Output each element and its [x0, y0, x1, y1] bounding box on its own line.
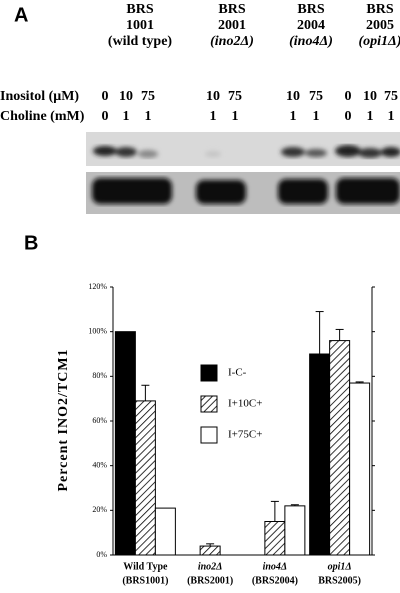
- x-tick-label: (BRS2004): [252, 575, 298, 586]
- blot: [86, 132, 400, 214]
- legend-label: I+10C+: [228, 398, 262, 410]
- lane-label: 10: [363, 89, 377, 104]
- strain-label: 2005: [366, 18, 394, 33]
- strain-label: (ino2Δ): [210, 34, 254, 49]
- strain-label: 1001: [126, 18, 154, 33]
- panel-label: B: [24, 232, 38, 254]
- lane-label: 1: [290, 109, 297, 124]
- lane-label: 1: [313, 109, 320, 124]
- lane-label: 75: [384, 89, 398, 104]
- lane-label: 75: [309, 89, 323, 104]
- legend-label: I-C-: [228, 367, 247, 379]
- x-tick-label: opi1Δ: [328, 561, 352, 572]
- legend-swatch: [200, 426, 218, 444]
- strain-label: (wild type): [108, 34, 173, 49]
- lane-label: 0: [102, 89, 109, 104]
- y-tick-label: 40%: [92, 460, 107, 469]
- bar: [349, 382, 371, 556]
- bar: [134, 400, 156, 556]
- strain-label: BRS: [366, 2, 393, 17]
- panel-label: A: [14, 4, 28, 26]
- x-tick-label: BRS2005): [318, 575, 361, 586]
- lane-label: 10: [286, 89, 300, 104]
- y-tick-label: 80%: [92, 371, 107, 380]
- lane-label: 0: [345, 109, 352, 124]
- y-axis-label: Percent INO2/TCM1: [56, 348, 71, 491]
- strain-label: BRS: [126, 2, 153, 17]
- legend-swatch: [200, 364, 218, 382]
- strain-label: BRS: [218, 2, 245, 17]
- lane-label: 1: [210, 109, 217, 124]
- bar: [309, 353, 331, 556]
- strain-label: (ino4Δ): [289, 34, 333, 49]
- y-tick-label: 120%: [88, 282, 107, 291]
- lane-label: 1: [145, 109, 152, 124]
- y-tick-label: 20%: [92, 505, 107, 514]
- x-tick-label: ino2Δ: [198, 561, 223, 572]
- y-tick-label: 60%: [92, 416, 107, 425]
- bar: [154, 507, 176, 556]
- legend-label: I+75C+: [228, 429, 262, 441]
- strain-label: 2004: [297, 18, 325, 33]
- strain-label: (opi1Δ): [359, 34, 400, 49]
- strain-label: BRS: [297, 2, 324, 17]
- legend-swatch: [200, 395, 218, 413]
- x-tick-label: ino4Δ: [263, 561, 288, 572]
- row-label: Choline (mM): [0, 109, 85, 124]
- lane-label: 1: [367, 109, 374, 124]
- lane-label: 10: [119, 89, 133, 104]
- lane-label: 0: [345, 89, 352, 104]
- strain-label: 2001: [218, 18, 246, 33]
- bar: [264, 521, 286, 556]
- y-tick-label: 0%: [96, 550, 107, 559]
- lane-label: 75: [141, 89, 155, 104]
- x-tick-label: (BRS1001): [122, 575, 168, 586]
- bar: [199, 545, 221, 556]
- x-tick-label: (BRS2001): [187, 575, 233, 586]
- y-tick-label: 100%: [88, 326, 107, 335]
- lane-label: 1: [388, 109, 395, 124]
- lane-label: 1: [232, 109, 239, 124]
- lane-label: 0: [102, 109, 109, 124]
- x-tick-label: Wild Type: [123, 561, 168, 572]
- lane-label: 1: [123, 109, 130, 124]
- lane-label: 10: [206, 89, 220, 104]
- bar: [284, 505, 306, 556]
- lane-label: 75: [228, 89, 242, 104]
- row-label: Inositol (μM): [0, 89, 79, 104]
- bar: [329, 340, 351, 556]
- bar: [114, 331, 136, 556]
